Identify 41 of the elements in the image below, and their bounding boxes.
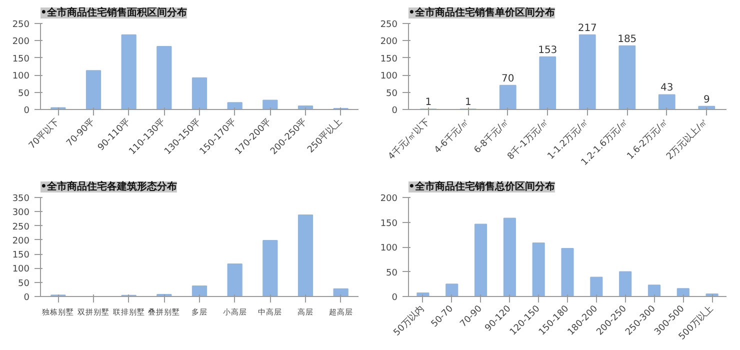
y-tick-label: 0 (392, 293, 398, 303)
y-tick-label: 200 (380, 194, 398, 204)
data-label: 1 (425, 97, 432, 108)
chart-title: •全市商品住宅销售总价区间分布 (408, 180, 555, 192)
data-label: 1 (464, 97, 472, 108)
y-tick-label: 150 (380, 54, 398, 64)
y-tick-label: 50 (18, 88, 30, 99)
y-tick-label: 0 (24, 293, 30, 303)
y-tick-label: 200 (12, 37, 30, 48)
data-label: 217 (578, 22, 597, 34)
data-label: 153 (538, 44, 558, 56)
x-tick-label: 70平以下 (26, 116, 62, 152)
data-label: 185 (618, 34, 637, 45)
y-tick-label: 250 (12, 222, 30, 232)
x-tick-label: 50万以内 (392, 303, 426, 338)
y-tick-label: 100 (12, 72, 30, 82)
y-tick-label: 250 (12, 20, 30, 30)
chart-title: •全市商品住宅销售单价区间分布 (408, 6, 555, 18)
y-tick-label: 0 (24, 106, 30, 116)
y-tick-label: 250 (380, 20, 398, 30)
x-tick-label: 4千元/㎡以下 (386, 116, 432, 162)
y-tick-label: 0 (392, 106, 398, 116)
y-tick-label: 350 (12, 194, 30, 204)
chart-title: •全市商品住宅销售面积区间分布 (40, 6, 187, 18)
y-tick-label: 50 (386, 268, 398, 278)
y-tick-label: 150 (380, 218, 398, 229)
chart-title: •全市商品住宅各建筑形态分布 (40, 180, 177, 192)
y-tick-label: 100 (12, 264, 30, 275)
data-label: 43 (660, 82, 674, 94)
data-label: 70 (502, 73, 514, 84)
y-tick-label: 300 (12, 208, 30, 218)
data-label: 9 (703, 94, 710, 106)
y-tick-label: 150 (12, 54, 30, 64)
x-tick-label: 4-6千元/㎡ (432, 116, 472, 156)
y-tick-label: 50 (18, 278, 30, 289)
y-tick-label: 100 (380, 244, 398, 254)
y-tick-label: 200 (380, 37, 398, 48)
y-tick-label: 200 (12, 236, 30, 246)
y-tick-label: 100 (380, 72, 398, 82)
y-tick-label: 150 (12, 250, 30, 261)
y-tick-label: 50 (386, 88, 398, 99)
